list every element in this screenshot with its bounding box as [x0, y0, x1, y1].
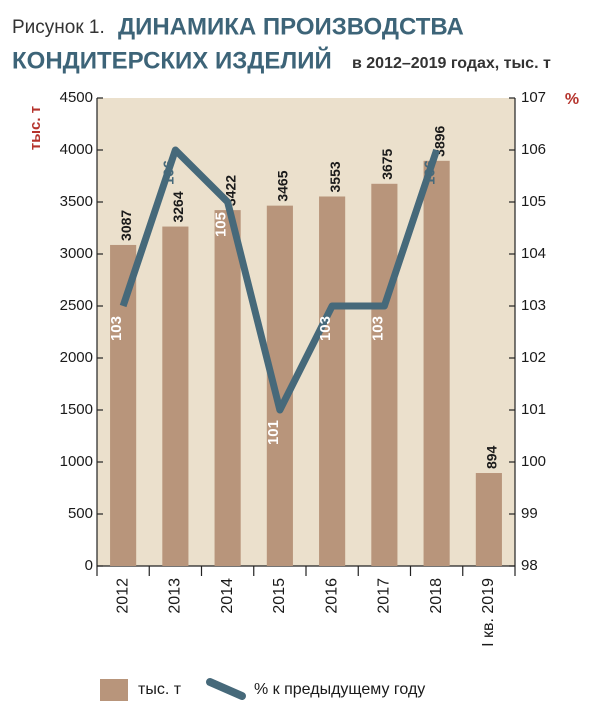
y2-tick-label: 104: [521, 245, 546, 262]
legend-swatch: [100, 679, 128, 701]
x-tick-label: 2015: [271, 578, 288, 614]
bar: [110, 244, 137, 566]
y2-tick-label: 102: [521, 349, 546, 366]
y2-tick-label: 106: [521, 141, 546, 158]
y-tick-label: 2000: [60, 349, 93, 366]
figure-label: Рисунок 1.: [12, 17, 105, 38]
bar-value-label: 3465: [275, 170, 291, 201]
bar-value-label: 3675: [379, 148, 395, 179]
y2-tick-label: 98: [521, 557, 538, 574]
x-tick-label: 2012: [114, 578, 131, 614]
y-tick-label: 4500: [60, 89, 93, 106]
line-value-label: 103: [108, 316, 125, 341]
chart-title: ДИНАМИКА ПРОИЗВОДСТВА: [118, 13, 464, 40]
bar-value-label: 3553: [327, 161, 343, 192]
bar-value-label: 3896: [431, 125, 447, 156]
legend-label: тыс. т: [138, 681, 182, 698]
line-value-label: 106: [422, 160, 439, 185]
line-value-label: 103: [369, 316, 386, 341]
y-axis-label: тыс. т: [27, 106, 44, 150]
y-tick-label: 3000: [60, 245, 93, 262]
y-tick-label: 4000: [60, 141, 93, 158]
bar-value-label: 3264: [170, 191, 186, 222]
x-tick-label: 2016: [323, 578, 340, 614]
line-value-label: 101: [265, 420, 282, 445]
y2-tick-label: 100: [521, 453, 546, 470]
bar: [423, 160, 450, 567]
x-tick-label: 2017: [376, 578, 393, 614]
x-tick-label: I кв. 2019: [480, 578, 497, 647]
y2-tick-label: 99: [521, 505, 538, 522]
x-tick-label: 2013: [167, 578, 184, 614]
bar-value-label: 894: [484, 445, 500, 469]
bar-value-label: 3087: [118, 210, 134, 241]
bar: [162, 226, 189, 566]
y2-tick-label: 105: [521, 193, 546, 210]
y2-tick-label: 103: [521, 297, 546, 314]
bar: [319, 196, 346, 566]
x-tick-label: 2018: [428, 578, 445, 614]
legend-label: % к предыдущему году: [254, 681, 425, 698]
chart-subtitle: в 2012–2019 годах, тыс. т: [352, 55, 551, 72]
y-tick-label: 1000: [60, 453, 93, 470]
line: [119, 146, 440, 414]
x-tick-label: 2014: [219, 578, 236, 614]
line-value-label: 103: [317, 316, 334, 341]
line-value-label: 106: [160, 160, 177, 185]
bar: [371, 183, 398, 567]
y-tick-label: 2500: [60, 297, 93, 314]
y-tick-label: 1500: [60, 401, 93, 418]
y2-tick-label: 101: [521, 401, 546, 418]
y-tick-label: 0: [85, 557, 93, 574]
y2-tick-label: 107: [521, 89, 546, 106]
line-value-label: 105: [213, 212, 230, 237]
legend-swatch: [206, 678, 246, 700]
y-tick-label: 3500: [60, 193, 93, 210]
bar: [475, 473, 502, 566]
y2-axis-label: %: [565, 91, 579, 108]
bar: [214, 210, 241, 566]
chart-title: КОНДИТЕРСКИХ ИЗДЕЛИЙ: [12, 46, 332, 74]
y-tick-label: 500: [68, 505, 93, 522]
